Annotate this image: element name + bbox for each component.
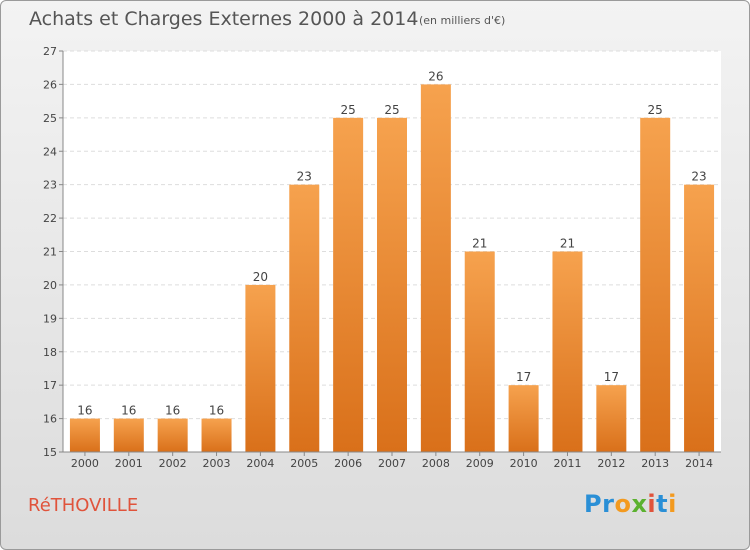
y-tick-label: 16	[43, 413, 57, 426]
x-tick-label: 2002	[159, 457, 187, 470]
y-tick-label: 20	[43, 279, 57, 292]
bar-2010	[508, 385, 539, 452]
bar-2006	[333, 117, 364, 452]
bar-value-label: 23	[297, 170, 312, 184]
x-tick-label: 2011	[553, 457, 581, 470]
bar-value-label: 25	[384, 103, 399, 117]
bar-value-label: 16	[121, 404, 136, 418]
bar-value-label: 16	[77, 404, 92, 418]
bar-2012	[596, 385, 627, 452]
x-tick-label: 2000	[71, 457, 99, 470]
y-tick-label: 21	[43, 246, 57, 259]
y-tick-label: 22	[43, 212, 57, 225]
bar-value-label: 26	[428, 69, 443, 83]
bar-value-label: 25	[340, 103, 355, 117]
proxiti-logo: Proxiti	[584, 490, 677, 518]
x-tick-label: 2010	[510, 457, 538, 470]
bar-2003	[201, 418, 232, 452]
x-tick-label: 2001	[115, 457, 143, 470]
y-tick-label: 24	[43, 145, 57, 158]
x-tick-label: 2012	[597, 457, 625, 470]
chart-subtitle: (en milliers d'€)	[419, 14, 506, 27]
bar-2001	[113, 418, 144, 452]
bar-value-label: 23	[691, 170, 706, 184]
bar-2009	[464, 251, 495, 452]
y-tick-label: 27	[43, 45, 57, 58]
y-tick-label: 23	[43, 179, 57, 192]
y-tick-label: 25	[43, 112, 57, 125]
bar-2014	[684, 184, 715, 452]
y-tick-label: 26	[43, 78, 57, 91]
bar-2004	[245, 284, 276, 452]
bar-value-label: 21	[472, 237, 487, 251]
y-tick-label: 15	[43, 446, 57, 459]
x-tick-label: 2004	[246, 457, 274, 470]
x-tick-label: 2006	[334, 457, 362, 470]
bar-value-label: 17	[604, 370, 619, 384]
bar-value-label: 16	[165, 404, 180, 418]
chart-title: Achats et Charges Externes 2000 à 2014	[29, 8, 419, 30]
bar-value-label: 16	[209, 404, 224, 418]
x-tick-label: 2003	[203, 457, 231, 470]
bar-2007	[377, 117, 407, 452]
x-tick-label: 2008	[422, 457, 450, 470]
bar-2011	[552, 251, 583, 452]
x-tick-label: 2009	[466, 457, 494, 470]
bar-2005	[289, 184, 320, 452]
commune-name: RéTHOVILLE	[28, 495, 139, 516]
y-tick-label: 17	[43, 379, 57, 392]
y-tick-label: 18	[43, 346, 57, 359]
bar-value-label: 17	[516, 370, 531, 384]
bar-2008	[420, 84, 451, 453]
y-tick-label: 19	[43, 312, 57, 325]
x-tick-label: 2005	[290, 457, 318, 470]
x-tick-label: 2014	[685, 457, 713, 470]
bar-2002	[157, 418, 188, 452]
bar-value-label: 20	[253, 270, 268, 284]
bar-2013	[640, 117, 671, 452]
bar-value-label: 25	[648, 103, 663, 117]
x-tick-label: 2013	[641, 457, 669, 470]
bar-2000	[69, 418, 100, 452]
bar-value-label: 21	[560, 237, 575, 251]
x-tick-label: 2007	[378, 457, 406, 470]
